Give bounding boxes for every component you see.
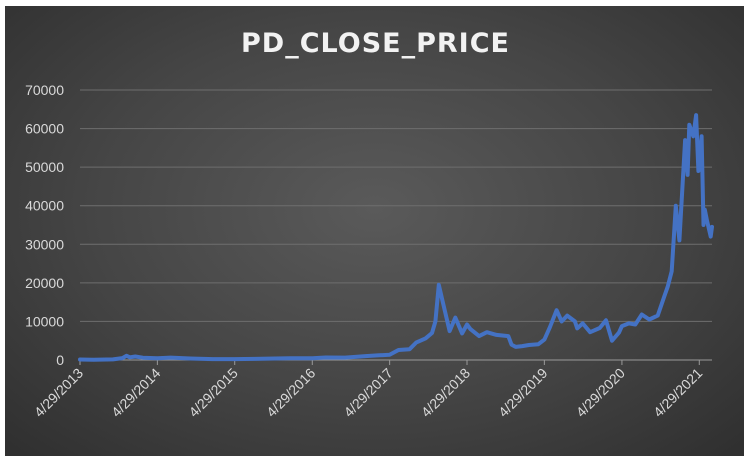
y-tick-label: 50000 (25, 159, 64, 175)
x-tick-label: 4/29/2019 (495, 365, 551, 421)
x-tick-label: 4/29/2016 (263, 365, 319, 421)
y-tick-label: 10000 (25, 313, 64, 329)
x-tick-label: 4/29/2014 (108, 365, 164, 421)
x-tick-label: 4/29/2020 (573, 365, 629, 421)
y-tick-label: 70000 (25, 82, 64, 98)
x-tick-label: 4/29/2021 (650, 365, 706, 421)
series-layer (78, 113, 714, 362)
gridlines (80, 89, 712, 322)
x-tick-label: 4/29/2015 (185, 365, 241, 421)
y-tick-label: 20000 (25, 275, 64, 291)
chart-area (5, 6, 744, 456)
x-tick-label: 4/29/2018 (418, 365, 474, 421)
x-tick-label: 4/29/2013 (31, 365, 87, 421)
y-tick-label: 30000 (25, 236, 64, 252)
x-axis-ticks: 4/29/2013 4/29/2014 4/29/2015 4/29/2016 4/29… (31, 360, 706, 420)
y-axis-ticks: 0 10000 20000 30000 40000 50000 60000 70000 (25, 82, 64, 368)
chart-title: PD_CLOSE_PRICE (241, 28, 510, 59)
y-tick-label: 0 (56, 352, 64, 368)
y-tick-label: 60000 (25, 121, 64, 137)
series-line (78, 113, 714, 362)
y-tick-label: 40000 (25, 198, 64, 214)
x-tick-label: 4/29/2017 (340, 365, 396, 421)
